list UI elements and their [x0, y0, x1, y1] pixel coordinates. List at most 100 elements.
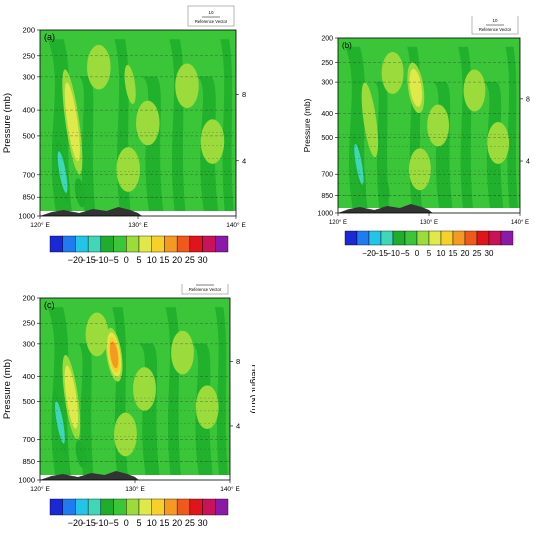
colorbar-tick-label: 20 — [172, 255, 182, 265]
height-axis-label: Height (km) — [249, 364, 255, 413]
field-patch — [85, 312, 109, 357]
feature-blob — [124, 64, 136, 104]
colorbar-tick-label: −15 — [374, 249, 388, 258]
colorbar-swatch — [87, 498, 102, 516]
field-patch — [463, 69, 486, 112]
colorbar-tick-label: −5 — [108, 518, 118, 528]
colorbar-tick-label: 15 — [159, 518, 169, 528]
x-tick-label: 140° E — [220, 485, 240, 493]
colorbar-swatch — [202, 235, 216, 253]
feature-blob — [75, 439, 87, 468]
colorbar-tick-label: 15 — [159, 255, 169, 265]
field-band — [505, 46, 519, 213]
colorbar-swatch — [476, 230, 490, 246]
field-patch — [87, 44, 111, 90]
field-band — [141, 76, 164, 216]
colorbar-swatch — [176, 235, 191, 253]
field-patch — [200, 119, 225, 164]
colorbar-tick-label: −20 — [362, 249, 376, 258]
colorbar-swatch — [416, 230, 430, 246]
field-patch — [116, 147, 140, 192]
colorbar-tick-label: 30 — [198, 255, 208, 265]
colorbar-tick-label: 25 — [185, 255, 195, 265]
colorbar-swatch — [151, 235, 165, 253]
field-patch — [175, 63, 199, 109]
colorbar-swatch — [404, 230, 418, 246]
field-patch — [114, 412, 137, 457]
pressure-tick-label: 250 — [321, 60, 333, 67]
colorbar-swatch — [189, 235, 203, 253]
field-patch — [381, 52, 404, 94]
field-band — [138, 343, 161, 480]
pressure-tick-label: 700 — [22, 170, 35, 179]
feature-blob — [361, 82, 379, 158]
feature-blob — [64, 82, 80, 162]
pressure-axis-label: Pressure (mb) — [302, 98, 312, 152]
colorbar-swatch — [215, 235, 229, 253]
reference-vector-label: Reference Vector — [189, 287, 222, 292]
field-patch — [171, 330, 194, 375]
feature-blob — [354, 143, 364, 185]
colorbar-tick-label: −10 — [93, 255, 108, 265]
field-patch — [487, 122, 510, 164]
pressure-tick-label: 700 — [22, 435, 35, 444]
colorbar-swatch — [138, 498, 152, 516]
x-tick-label: 130° E — [128, 221, 148, 229]
colorbar-swatch — [151, 498, 165, 516]
colorbar-tick-label: 15 — [449, 249, 458, 258]
field-band — [214, 307, 229, 480]
pressure-tick-label: 1000 — [317, 211, 333, 218]
colorbar-swatch — [113, 235, 127, 253]
panel-label: (c) — [44, 300, 55, 310]
field-band — [79, 76, 96, 216]
x-tick-label: 120° E — [329, 220, 347, 226]
colorbar-swatch — [356, 230, 370, 246]
feature-blob — [57, 151, 68, 193]
colorbar-tick-label: 0 — [124, 255, 129, 265]
colorbar-swatch — [202, 498, 216, 516]
colorbar-swatch — [49, 498, 63, 516]
field-patch — [136, 100, 160, 146]
pressure-tick-label: 850 — [321, 193, 333, 200]
plot-area-a — [40, 30, 236, 216]
pressure-tick-label: 300 — [22, 339, 35, 348]
colorbar-tick-label: 10 — [437, 249, 446, 258]
pressure-tick-label: 250 — [22, 51, 35, 60]
pressure-tick-label: 400 — [22, 106, 35, 115]
colorbar-tick-label: −20 — [68, 518, 83, 528]
colorbar-swatch — [452, 230, 466, 246]
panel-a: (a) 10 Reference Vector 200 250 300 400 500 700 8… — [0, 0, 266, 275]
colorbar-swatch — [100, 498, 114, 516]
reference-vector-value: 10 — [208, 10, 214, 15]
reference-vector-label: Reference Vector — [195, 19, 228, 24]
feature-blob — [109, 341, 119, 369]
colorbar-swatch — [126, 235, 140, 253]
field-band — [220, 39, 235, 216]
x-tick-label: 120° E — [30, 485, 50, 493]
x-tick-label: 140° E — [511, 220, 529, 226]
colorbar-swatch — [126, 498, 140, 516]
field-patch — [408, 148, 431, 191]
pressure-tick-label: 400 — [22, 372, 35, 381]
colorbar-tick-label: −10 — [93, 518, 108, 528]
plot-area-b — [338, 38, 520, 213]
field-patch — [133, 367, 156, 411]
colorbar-tick-label: −5 — [108, 255, 118, 265]
colorbar-tick-label: 10 — [147, 518, 157, 528]
colorbar-tick-label: 0 — [415, 249, 420, 258]
x-tick-label: 130° E — [420, 220, 438, 226]
pressure-tick-label: 300 — [321, 80, 333, 87]
colorbar-swatch — [75, 235, 89, 253]
pressure-tick-label: 200 — [321, 36, 333, 43]
colorbar-swatch — [62, 498, 76, 516]
pressure-axis-label: Pressure (mb) — [2, 93, 13, 153]
reference-vector-label: Reference Vector — [479, 27, 512, 32]
pressure-tick-label: 850 — [22, 457, 35, 466]
colorbar-tick-label: 10 — [147, 255, 157, 265]
height-tick-label: 8 — [526, 96, 530, 103]
height-tick-label: 4 — [526, 159, 530, 166]
panel-label: (b) — [342, 41, 352, 50]
